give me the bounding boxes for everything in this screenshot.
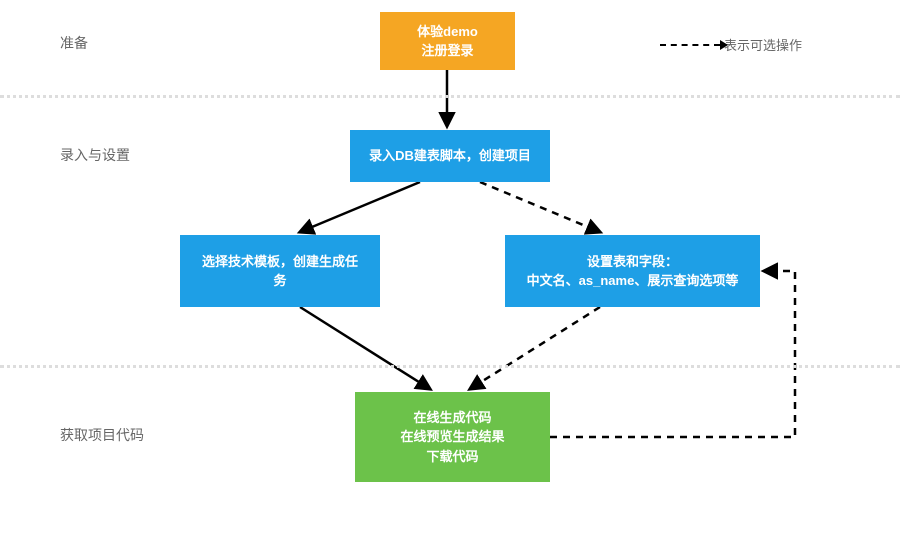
- legend-optional-operation: 表示可选操作: [660, 35, 802, 54]
- section-label-sec2: 录入与设置: [60, 145, 130, 165]
- flow-node-n2: 录入DB建表脚本，创建项目: [350, 130, 550, 182]
- flow-node-n4: 设置表和字段：中文名、as_name、展示查询选项等: [505, 235, 760, 307]
- flow-node-n5: 在线生成代码在线预览生成结果下载代码: [355, 392, 550, 482]
- edge-n4-n5: [470, 307, 600, 389]
- dashed-arrow-icon: [660, 44, 720, 46]
- edge-n3-n5: [300, 307, 430, 389]
- section-label-sec3: 获取项目代码: [60, 425, 144, 445]
- flow-node-n3: 选择技术模板，创建生成任务: [180, 235, 380, 307]
- section-divider: [0, 365, 900, 368]
- section-label-sec1: 准备: [60, 33, 88, 53]
- edge-n2-n4: [480, 182, 600, 232]
- section-divider: [0, 95, 900, 98]
- legend-label: 表示可选操作: [724, 35, 802, 54]
- edge-n2-n3: [300, 182, 420, 232]
- flow-node-n1: 体验demo注册登录: [380, 12, 515, 70]
